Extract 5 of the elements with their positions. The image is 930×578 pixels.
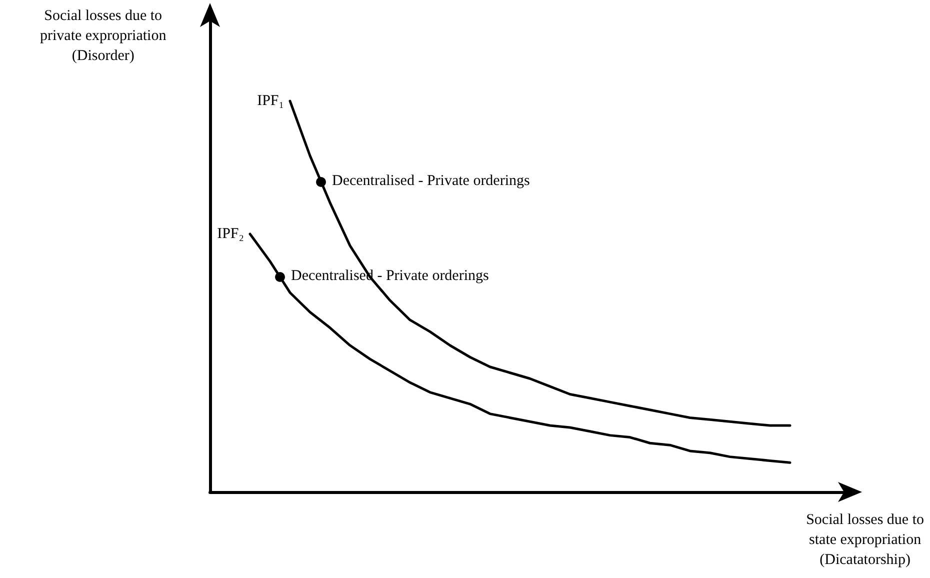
annotation: Decentralised - Private orderings [332, 172, 530, 190]
series-label: IPF₂ [217, 226, 244, 242]
x-axis-title: Social losses due to state expropriation (Dicatatorship) [806, 512, 924, 568]
y-axis-title: Social losses due to private expropriation (Disorder) [40, 8, 167, 64]
series-label: IPF₁ [257, 93, 284, 110]
